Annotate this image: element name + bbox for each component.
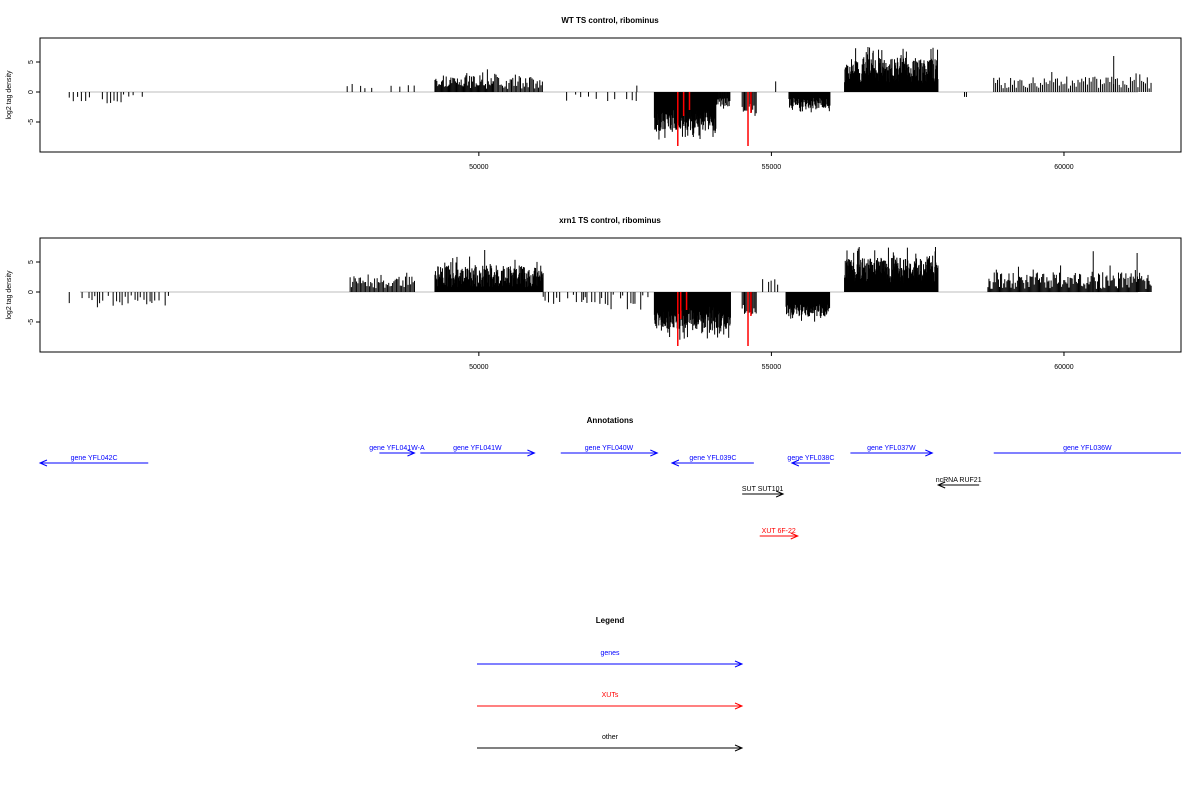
feature-label: gene YFL041W-A	[369, 445, 425, 452]
legend-arrow-icon	[734, 660, 744, 668]
feature-label: gene YFL042C	[71, 455, 118, 462]
feature-group: gene YFL042C gene YFL041W-A gene YFL041W ge…	[38, 445, 1181, 540]
feature-gene-yfl040w: gene YFL040W	[560, 445, 659, 457]
xrn1-x-tick-label: 60000	[1054, 364, 1074, 371]
wt-plot-frame	[39, 37, 1182, 153]
feature-gene-yfl039c: gene YFL039C	[670, 455, 754, 467]
legend-item-genes: genes	[477, 650, 744, 668]
feature-label: gene YFL039C	[689, 455, 736, 462]
wt-track-title: WT TS control, ribominus	[561, 16, 659, 25]
legend-arrow-icon	[734, 702, 744, 710]
xrn1-y-axis-label: log2 tag density	[6, 270, 13, 320]
strand-arrow-icon	[936, 481, 946, 489]
wt-x-tick-label: 60000	[1054, 164, 1074, 171]
wt-y-tick-label: -5	[28, 119, 35, 125]
strand-arrow-icon	[775, 490, 785, 498]
strand-arrow-icon	[527, 449, 536, 457]
annotations-title: Annotations	[587, 416, 634, 425]
strand-arrow-icon	[790, 459, 800, 467]
feature-gene-yfl036w: gene YFL036W	[993, 445, 1181, 454]
legend-label: other	[602, 734, 619, 741]
feature-ncrna-ruf21: ncRNA RUF21	[936, 477, 982, 489]
strand-arrow-icon	[38, 459, 48, 467]
xrn1-axes: 50000 55000 60000 -5 0 5	[28, 260, 1074, 371]
feature-label: SUT SUT101	[742, 486, 784, 493]
wt-axes: 50000 55000 60000 -5 0 5	[28, 60, 1074, 171]
wt-y-tick-label: 5	[28, 60, 35, 64]
feature-label: gene YFL040W	[585, 445, 634, 452]
xrn1-y-tick-label: 5	[28, 260, 35, 264]
xrn1-x-tick-label: 55000	[762, 364, 782, 371]
strand-arrow-icon	[407, 449, 416, 457]
strand-arrow-icon	[650, 449, 659, 457]
xrn1-y-tick-label: -5	[28, 319, 35, 325]
legend-panel: Legend genes XUTs other	[477, 616, 744, 752]
wt-track-panel: WT TS control, ribominus 50000 55000 60000…	[6, 16, 1182, 171]
xrn1-x-tick-label: 50000	[469, 364, 489, 371]
feature-gene-yfl041w: gene YFL041W	[420, 445, 536, 457]
feature-gene-yfl042c: gene YFL042C	[38, 455, 149, 467]
feature-gene-yfl041w-a: gene YFL041W-A	[369, 445, 425, 457]
feature-label: gene YFL036W	[1063, 445, 1112, 452]
feature-xut-6f-22: XUT 6F-22	[759, 528, 800, 540]
xrn1-track-panel: xrn1 TS control, ribominus 50000 55000 600…	[6, 216, 1182, 371]
feature-label: gene YFL038C	[787, 455, 834, 462]
legend-label: XUTs	[602, 692, 619, 699]
wt-y-axis-label: log2 tag density	[6, 70, 13, 120]
feature-gene-yfl037w: gene YFL037W	[850, 445, 934, 457]
xrn1-plot-frame	[39, 237, 1182, 353]
legend-item-xuts: XUTs	[477, 692, 744, 710]
xrn1-bar-group	[68, 247, 1152, 346]
legend-label: genes	[600, 650, 620, 657]
feature-label: gene YFL041W	[453, 445, 502, 452]
legend-title: Legend	[596, 616, 625, 625]
xrn1-y-tick-label: 0	[28, 290, 35, 294]
xrn1-track-title: xrn1 TS control, ribominus	[559, 216, 661, 225]
wt-y-tick-label: 0	[28, 90, 35, 94]
legend-item-other: other	[477, 734, 744, 752]
strand-arrow-icon	[790, 532, 800, 540]
wt-x-tick-label: 50000	[469, 164, 489, 171]
legend-items: genes XUTs other	[477, 650, 744, 752]
wt-x-tick-label: 55000	[762, 164, 782, 171]
feature-gene-yfl038c: gene YFL038C	[787, 455, 834, 467]
feature-label: XUT 6F-22	[762, 528, 796, 535]
strand-arrow-icon	[925, 449, 934, 457]
feature-label: ncRNA RUF21	[936, 477, 982, 484]
legend-arrow-icon	[734, 744, 744, 752]
feature-sut-sut101: SUT SUT101	[742, 486, 785, 498]
wt-bar-group	[68, 47, 1152, 146]
strand-arrow-icon	[670, 459, 680, 467]
feature-label: gene YFL037W	[867, 445, 916, 452]
